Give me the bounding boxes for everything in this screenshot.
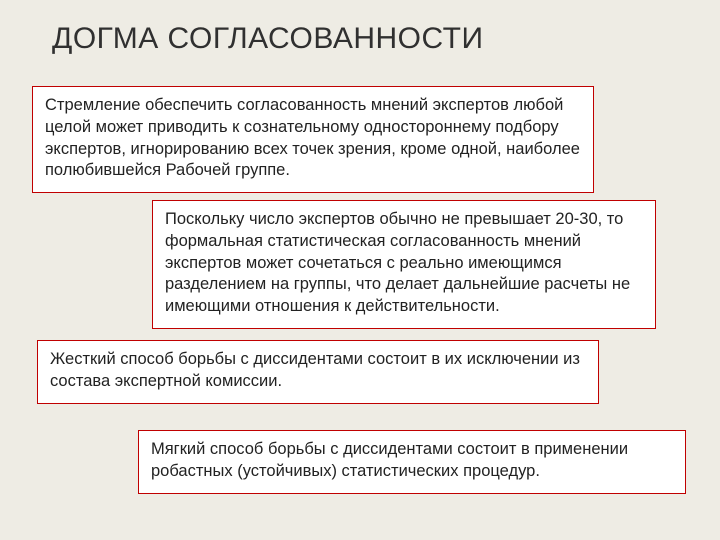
slide-title: ДОГМА СОГЛАСОВАННОСТИ <box>52 22 484 56</box>
text-box-3: Жесткий способ борьбы с диссидентами сос… <box>37 340 599 404</box>
text-box-2: Поскольку число экспертов обычно не прев… <box>152 200 656 329</box>
slide: ДОГМА СОГЛАСОВАННОСТИ Стремление обеспеч… <box>0 0 720 540</box>
text-box-4: Мягкий способ борьбы с диссидентами сост… <box>138 430 686 494</box>
text-box-1: Стремление обеспечить согласованность мн… <box>32 86 594 193</box>
